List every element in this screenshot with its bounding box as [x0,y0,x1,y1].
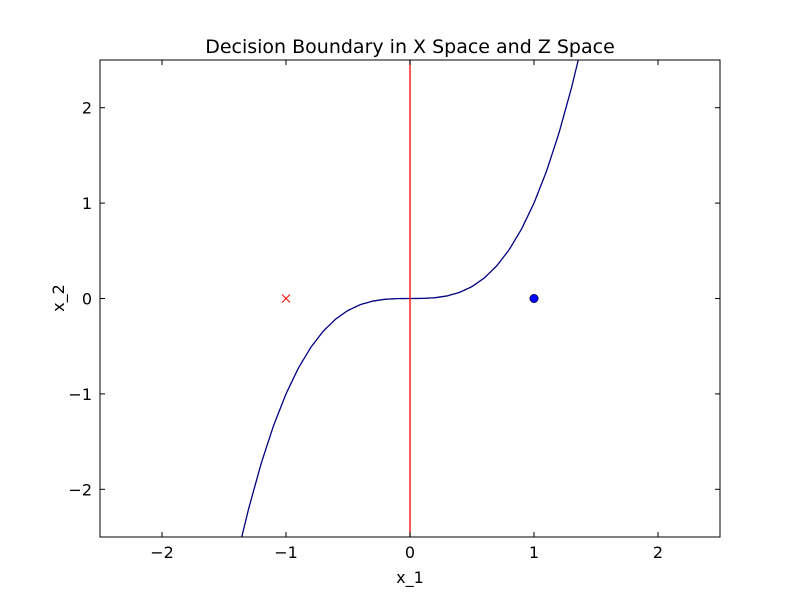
series-layer [241,60,579,537]
ticks-layer: −2 −1 0 1 2 −2 −1 0 1 2 [68,60,720,562]
y-tick-label: −2 [68,480,92,499]
x-tick-label: −2 [150,543,174,562]
negative-point-marker [281,294,291,303]
x-tick-label: 2 [653,543,663,562]
x-axis-label: x_1 [396,568,424,588]
y-tick-label: 0 [82,290,92,309]
chart-title: Decision Boundary in X Space and Z Space [205,36,615,58]
y-axis-label: x_2 [49,284,69,312]
y-tick-label: 2 [82,99,92,118]
y-tick-label: 1 [82,194,92,213]
x-tick-label: −1 [274,543,298,562]
x-tick-label: 1 [529,543,539,562]
x-tick-label: 0 [405,543,415,562]
y-tick-label: −1 [68,385,92,404]
positive-point-marker [529,293,539,303]
